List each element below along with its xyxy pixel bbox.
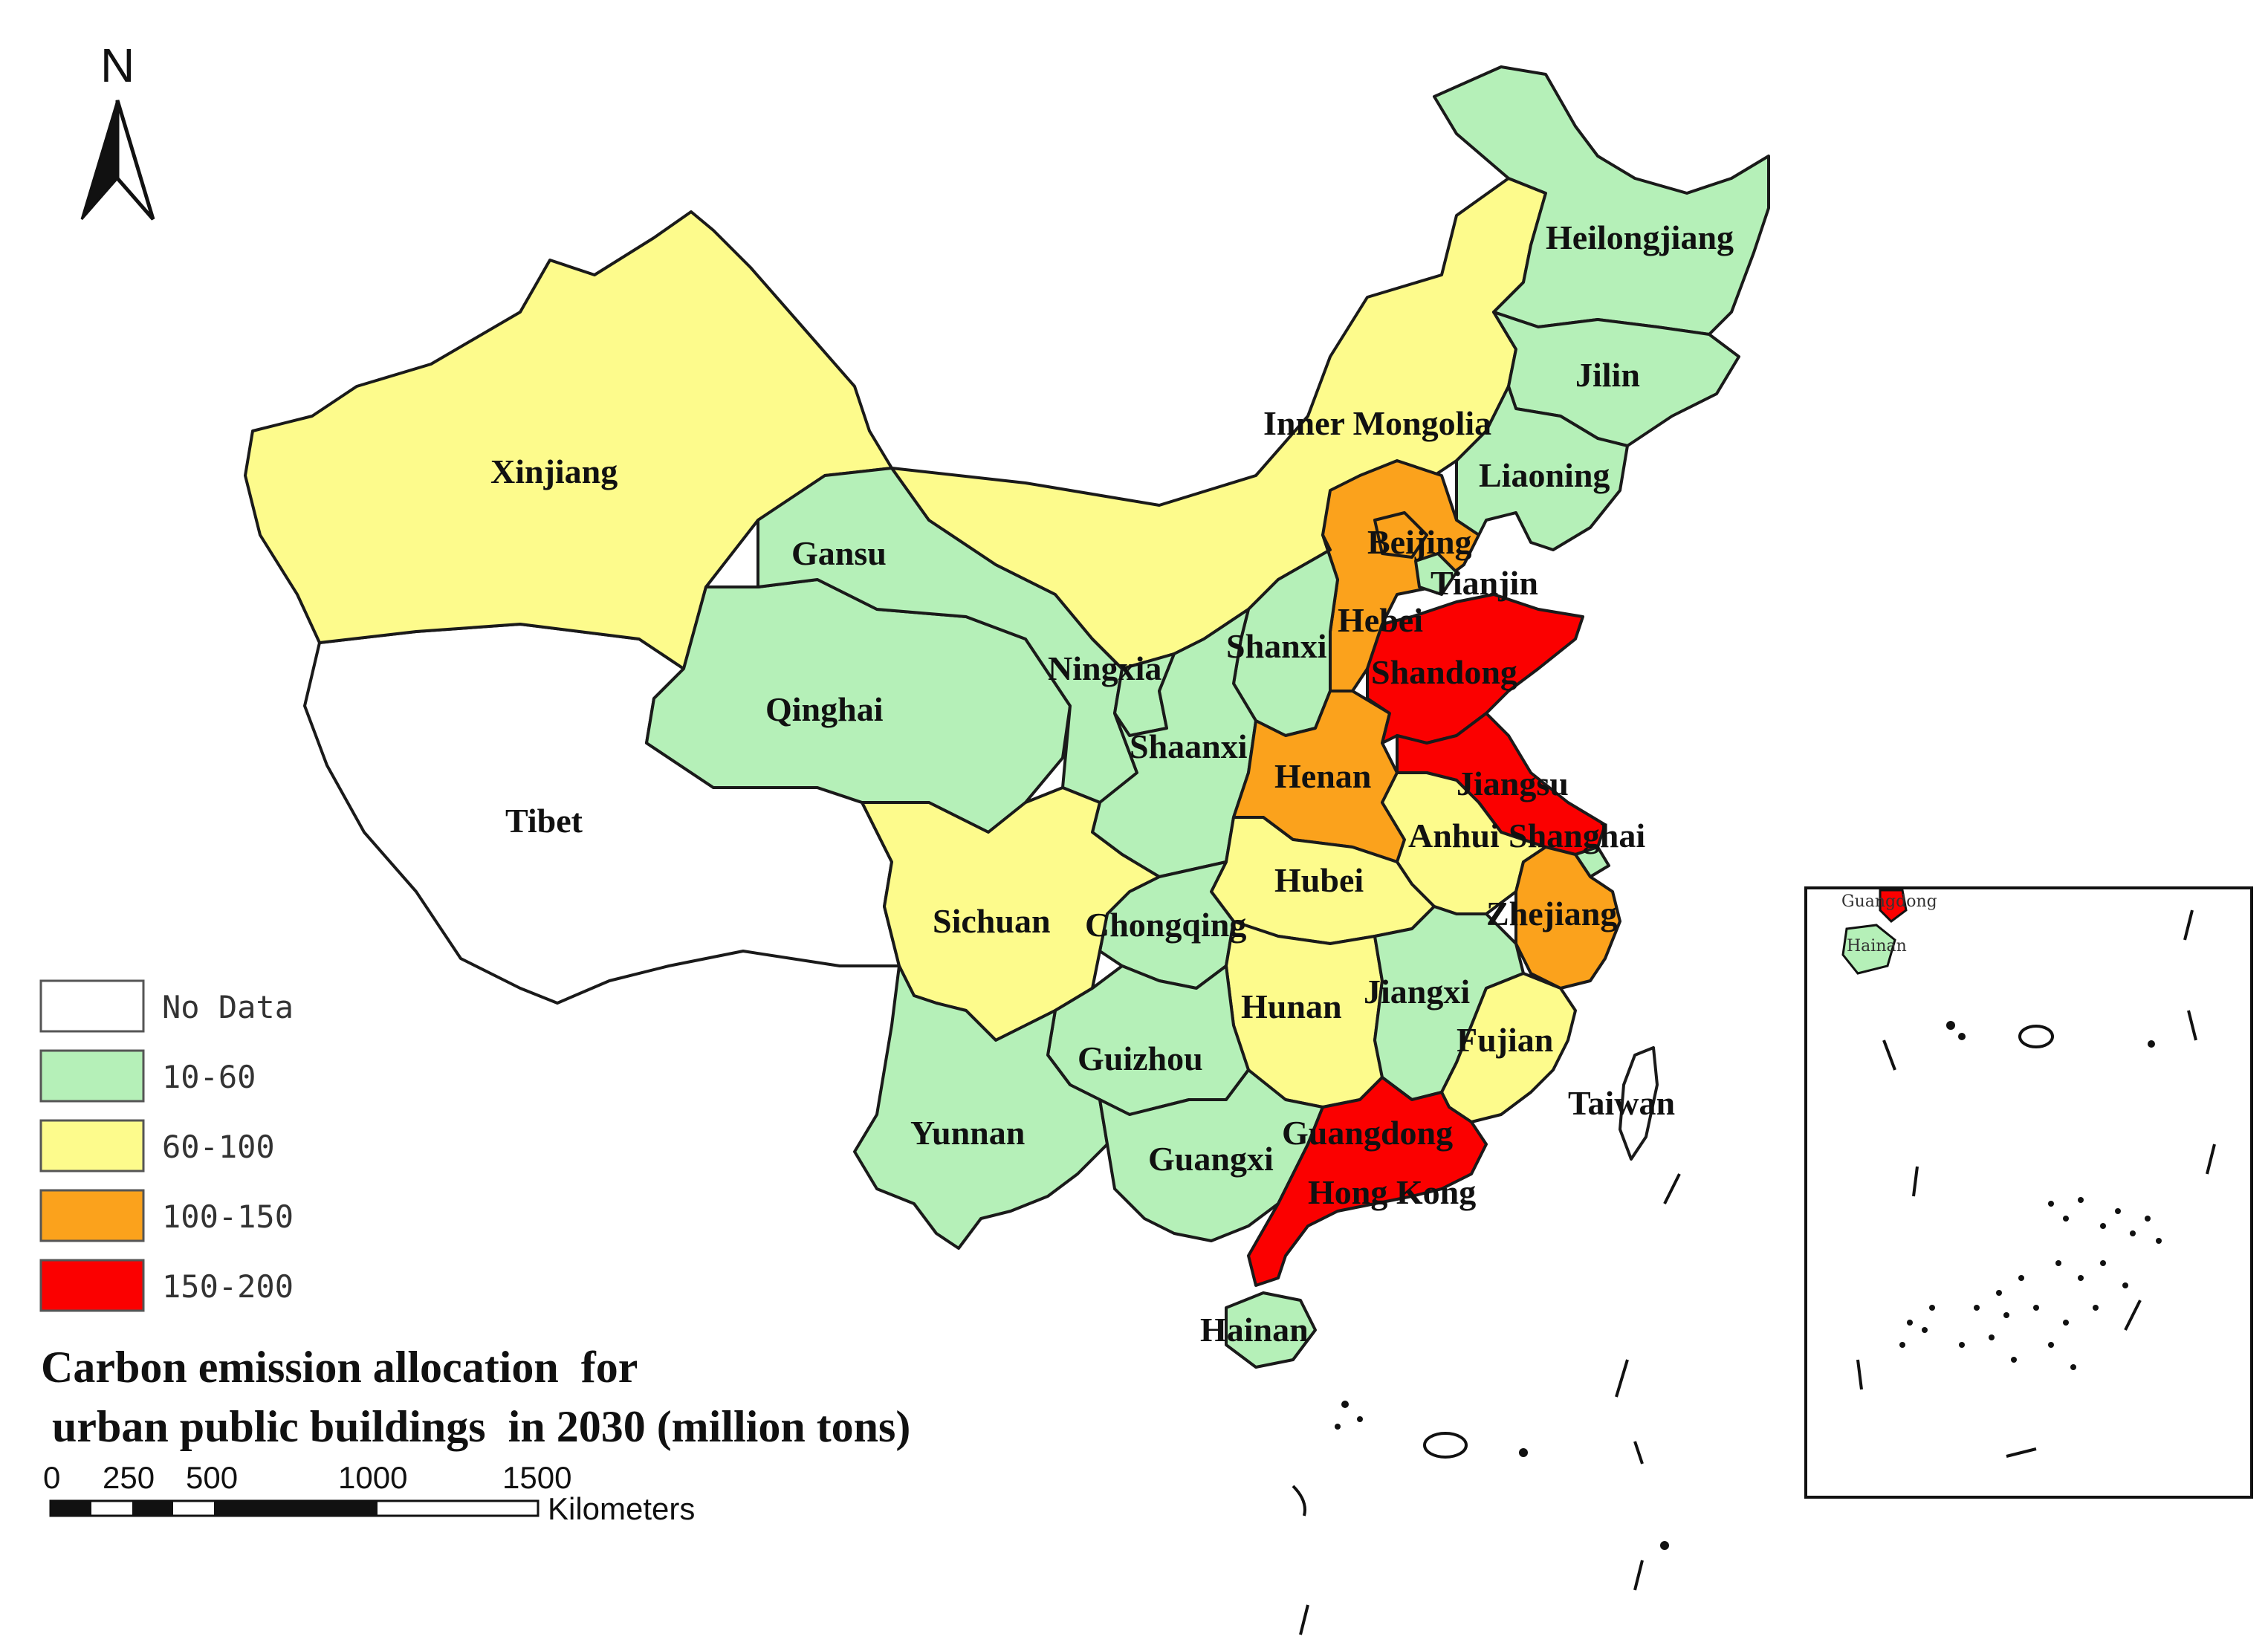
map-title: Carbon emission allocation for urban pub…: [41, 1343, 910, 1451]
label-fujian: Fujian: [1457, 1021, 1553, 1059]
inset-label-hainan: Hainan: [1847, 937, 1907, 956]
label-heilongjiang: Heilongjiang: [1546, 218, 1734, 256]
label-hainan: Hainan: [1200, 1311, 1309, 1349]
label-ningxia: Ningxia: [1048, 649, 1161, 687]
legend-swatch-100-150: [39, 1189, 145, 1242]
province-beijing[interactable]: [1373, 511, 1428, 559]
legend-label-10-60: 10-60: [162, 1059, 256, 1095]
province-fujian[interactable]: [1440, 972, 1577, 1123]
label-henan: Henan: [1274, 757, 1371, 795]
south-china-sea-inset: Guangdong Hainan: [1804, 886, 2253, 1499]
label-tianjin: Tianjin: [1431, 564, 1538, 602]
legend-swatch-150-200: [39, 1259, 145, 1312]
label-hunan: Hunan: [1241, 987, 1342, 1025]
label-sichuan: Sichuan: [933, 902, 1051, 940]
province-labels: Heilongjiang Jilin Liaoning Inner Mongol…: [490, 218, 1734, 1349]
province-liaoning[interactable]: [1455, 385, 1629, 551]
legend-swatch-10-60: [39, 1049, 145, 1103]
label-hebei: Hebei: [1338, 601, 1423, 639]
province-hainan[interactable]: [1225, 1291, 1317, 1369]
label-liaoning: Liaoning: [1479, 456, 1610, 494]
label-shandong: Shandong: [1371, 653, 1517, 691]
label-guangdong: Guangdong: [1282, 1114, 1453, 1152]
legend-swatch-no-data: [39, 979, 145, 1033]
label-shanxi: Shanxi: [1226, 627, 1327, 665]
legend: No Data 10-60 60-100 100-150 150-200: [39, 979, 294, 1312]
legend-label-100-150: 100-150: [162, 1198, 294, 1235]
legend-label-150-200: 150-200: [162, 1268, 294, 1305]
label-zhejiang: Zhejiang: [1486, 895, 1617, 932]
scale-tick-1000: 1000: [338, 1460, 407, 1495]
north-arrow-label: N: [100, 39, 135, 92]
legend-swatch-60-100: [39, 1119, 145, 1172]
inset-label-guangdong: Guangdong: [1841, 892, 1937, 911]
label-gansu: Gansu: [791, 534, 887, 572]
label-guangxi: Guangxi: [1148, 1140, 1274, 1178]
label-anhui: Anhui: [1408, 817, 1500, 854]
province-zhejiang[interactable]: [1514, 846, 1621, 990]
label-inner-mongolia: Inner Mongolia: [1263, 404, 1491, 442]
title-line-2: urban public buildings in 2030 (million …: [41, 1402, 910, 1451]
label-taiwan: Taiwan: [1568, 1084, 1675, 1122]
province-shapes: [244, 65, 1770, 1369]
label-qinghai: Qinghai: [765, 690, 884, 728]
province-shandong[interactable]: [1366, 593, 1584, 745]
label-hubei: Hubei: [1274, 861, 1364, 899]
label-guizhou: Guizhou: [1078, 1039, 1203, 1077]
label-tibet: Tibet: [505, 802, 583, 840]
north-arrow: N: [80, 39, 155, 221]
legend-label-no-data: No Data: [162, 989, 294, 1025]
legend-label-60-100: 60-100: [162, 1129, 275, 1165]
scale-bar: 0 250 500 1000 1500 Kilometers: [43, 1460, 695, 1526]
scale-unit: Kilometers: [548, 1491, 695, 1526]
label-jilin: Jilin: [1575, 356, 1640, 394]
province-guangdong[interactable]: [1247, 1076, 1488, 1287]
label-hong-kong: Hong Kong: [1308, 1173, 1476, 1211]
province-heilongjiang[interactable]: [1433, 65, 1770, 336]
scale-tick-1500: 1500: [502, 1460, 571, 1495]
scale-tick-0: 0: [43, 1460, 60, 1495]
title-line-1: Carbon emission allocation for: [41, 1343, 638, 1392]
label-shaanxi: Shaanxi: [1130, 727, 1248, 765]
south-china-sea-islands: [1292, 1173, 1681, 1635]
label-yunnan: Yunnan: [910, 1114, 1025, 1152]
label-chongqing: Chongqing: [1085, 906, 1246, 944]
scale-tick-250: 250: [103, 1460, 155, 1495]
province-taiwan[interactable]: [1619, 1046, 1659, 1161]
province-xinjiang[interactable]: [244, 210, 893, 670]
label-xinjiang: Xinjiang: [490, 453, 618, 490]
label-jiangxi: Jiangxi: [1364, 973, 1470, 1011]
label-shanghai: Shanghai: [1509, 817, 1645, 854]
label-beijing: Beijing: [1367, 523, 1472, 561]
scale-tick-500: 500: [186, 1460, 238, 1495]
label-jiangsu: Jiangsu: [1457, 765, 1569, 802]
province-yunnan[interactable]: [853, 964, 1109, 1250]
province-tianjin[interactable]: [1414, 552, 1458, 596]
